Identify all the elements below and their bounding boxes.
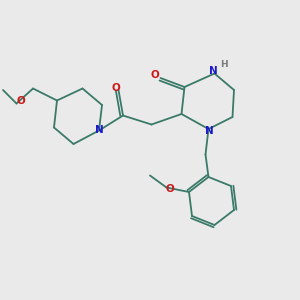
Text: O: O [112,82,121,93]
Text: H: H [220,60,228,69]
Text: N: N [95,125,104,135]
Text: O: O [16,95,26,106]
Text: N: N [208,65,217,76]
Text: O: O [151,70,160,80]
Text: N: N [205,125,214,136]
Text: O: O [166,184,175,194]
